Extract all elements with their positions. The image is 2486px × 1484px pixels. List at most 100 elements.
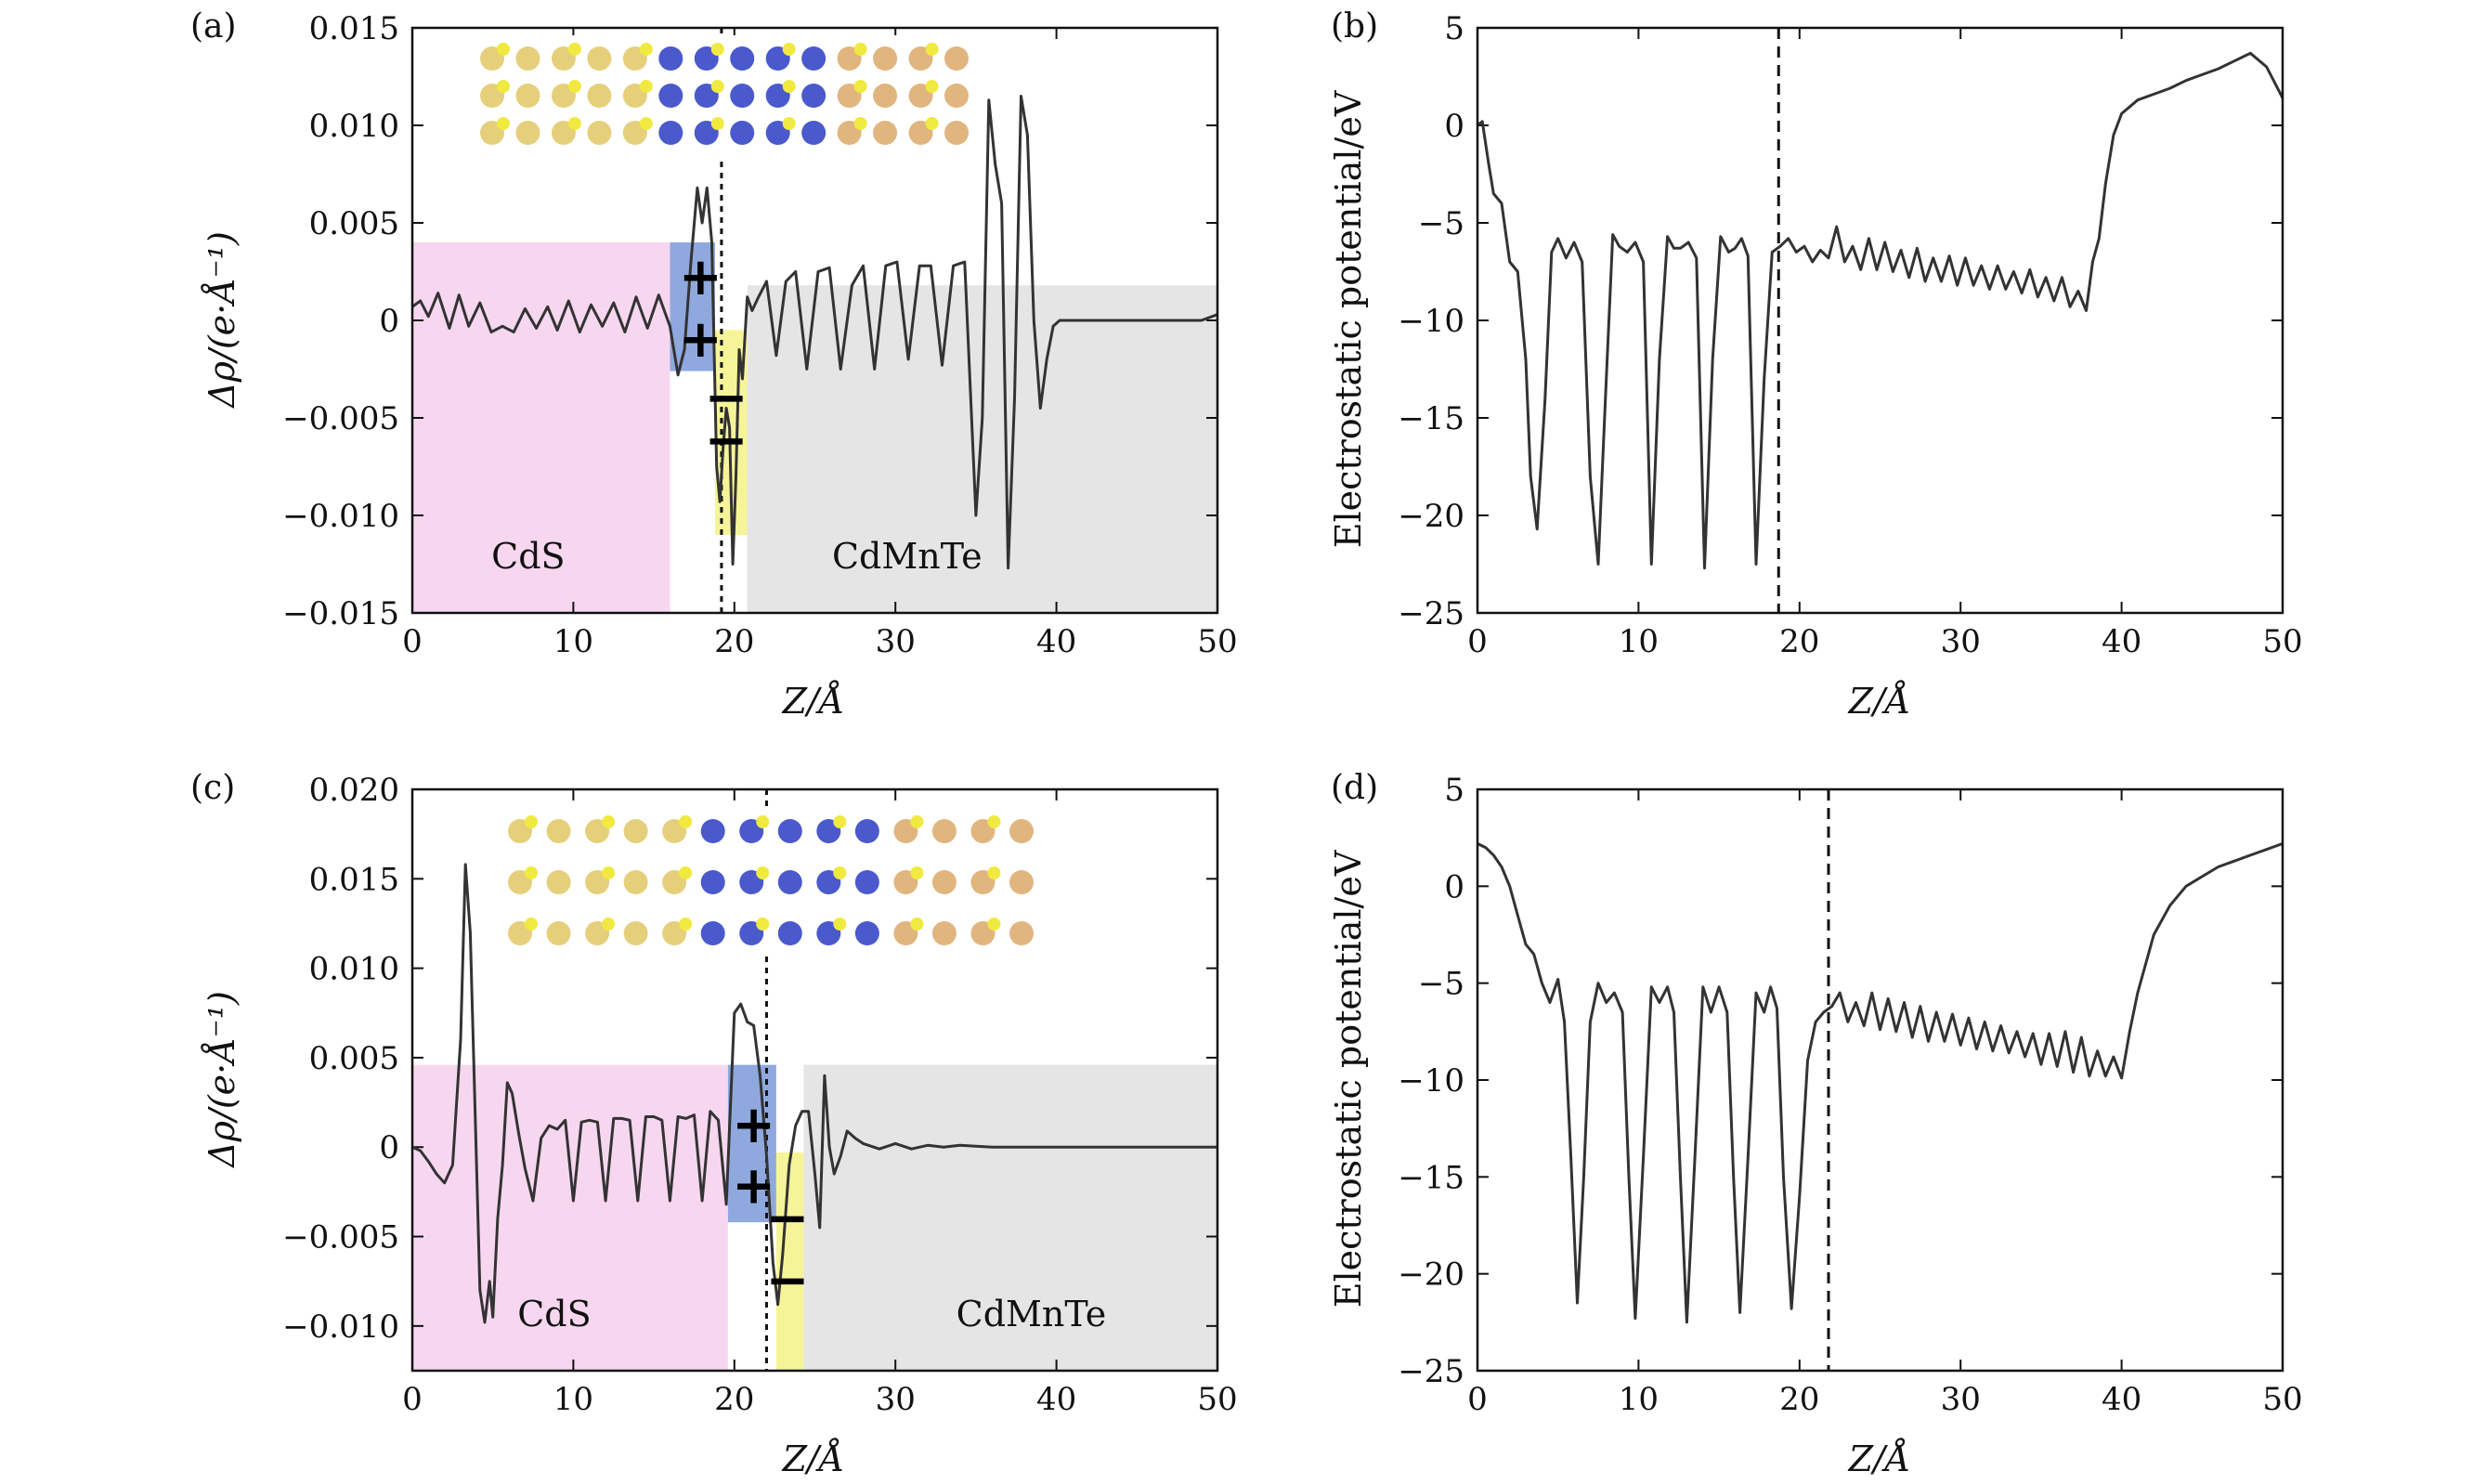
structure-atom [801, 46, 826, 71]
panel-d-xlabel: Z/Å [1848, 1438, 1911, 1479]
structure-atom [873, 121, 898, 145]
region-positive-a [670, 242, 715, 371]
structure-atom [730, 121, 755, 145]
structure-atom [587, 84, 612, 108]
y-tick-label-c: 0 [379, 1129, 399, 1166]
x-tick-label-b: 10 [1619, 623, 1659, 660]
x-tick-label-c: 0 [402, 1381, 423, 1418]
structure-atom [546, 819, 571, 843]
structure-atom [854, 921, 879, 945]
structure-atom [782, 43, 796, 56]
panel-c-xlabel: Z/Å [782, 1438, 845, 1479]
structure-atom [1009, 819, 1034, 843]
plot-frame-a [410, 26, 1219, 615]
y-tick-label-c: 0.020 [309, 772, 399, 809]
x-tick-label-d: 40 [2102, 1381, 2141, 1418]
x-tick-label-a: 10 [553, 623, 593, 660]
structure-atom [777, 819, 802, 843]
series-line-c [411, 863, 1217, 1324]
x-tick-label-d: 0 [1467, 1381, 1488, 1418]
structure-atom [546, 921, 571, 945]
region-cdmnte-a [747, 285, 1217, 613]
x-tick-label-a: 30 [876, 623, 916, 660]
structure-atom [639, 80, 653, 93]
plot-frame-b [1476, 26, 2284, 615]
structure-atom [873, 84, 898, 108]
x-tick-label-d: 50 [2262, 1381, 2302, 1418]
structure-atom [546, 870, 571, 894]
structure-atom [623, 870, 648, 894]
structure-atom [658, 121, 683, 145]
structure-atom [853, 80, 867, 93]
negative-charge-sign: − [705, 368, 748, 428]
region-cds-c [412, 1064, 728, 1371]
structure-atom [602, 815, 616, 828]
structure-atom [567, 117, 581, 130]
structure-atom [910, 815, 924, 828]
panel-a-xlabel: Z/Å [782, 681, 845, 722]
panel-c-label: (c) [190, 769, 235, 807]
x-tick-label-b: 50 [2262, 623, 2302, 660]
structure-atom [700, 819, 725, 843]
x-tick-label-c: 10 [553, 1381, 593, 1418]
structure-atom [944, 84, 969, 108]
y-tick-label-d: 0 [1444, 868, 1464, 905]
y-tick-label-d: 5 [1444, 772, 1464, 809]
structure-atom [497, 80, 510, 93]
structure-atom [658, 46, 683, 71]
panel-d-plot: 0 10 20 30 40 50 −25 −20 −15 −10 −5 0 5 [1398, 772, 2302, 1418]
structure-atom [987, 815, 1001, 828]
panel-b-xlabel: Z/Å [1848, 681, 1911, 722]
region-label-cds-a: CdS [491, 536, 565, 577]
structure-atom [730, 46, 755, 71]
series-line-d [1477, 841, 2284, 1324]
structure-atom [931, 819, 957, 843]
structure-atom [987, 866, 1001, 879]
x-tick-label-d: 10 [1619, 1381, 1659, 1418]
x-tick-label-b: 0 [1467, 623, 1488, 660]
structure-atom [679, 866, 693, 879]
structure-atom [525, 918, 538, 931]
structure-atom [925, 117, 939, 130]
y-tick-label-d: −20 [1398, 1256, 1464, 1294]
y-tick-label-b: −10 [1398, 303, 1464, 340]
structure-atom [873, 46, 898, 71]
y-tick-label-b: −25 [1398, 595, 1464, 632]
region-label-cdmnte-a: CdMnTe [832, 536, 983, 577]
panel-b-label: (b) [1331, 7, 1378, 46]
plot-frame-d [1476, 788, 2284, 1373]
x-tick-label-c: 50 [1197, 1381, 1237, 1418]
structure-atom [944, 121, 969, 145]
structure-atom [853, 43, 867, 56]
structure-atom [587, 121, 612, 145]
negative-charge-sign: − [705, 410, 748, 471]
structure-atom [801, 84, 826, 108]
structure-atom [515, 84, 540, 108]
structure-image-bg [492, 808, 1049, 957]
region-label-cds-c: CdS [517, 1294, 591, 1334]
structure-atom [525, 815, 538, 828]
structure-atom [931, 921, 957, 945]
y-tick-label-b: 5 [1444, 10, 1464, 47]
structure-atom [679, 918, 693, 931]
series-line-a [411, 95, 1218, 570]
structure-atom [623, 921, 648, 945]
panel-c-ylabel: Δρ/(e·Å⁻¹) [202, 991, 242, 1169]
structure-atom [853, 117, 867, 130]
x-tick-label-d: 20 [1779, 1381, 1819, 1418]
y-tick-label-c: −0.010 [282, 1308, 399, 1346]
structure-atom [710, 43, 724, 56]
structure-atom [756, 866, 770, 879]
structure-atom [756, 918, 770, 931]
y-tick-label-b: 0 [1444, 108, 1464, 145]
y-tick-label-d: −5 [1418, 966, 1464, 1003]
panel-a-structure-image [464, 35, 984, 156]
series-line-b [1477, 51, 2284, 570]
structure-atom [1009, 870, 1034, 894]
y-tick-label-c: 0.015 [309, 861, 399, 898]
y-tick-label-a: −0.005 [282, 400, 399, 437]
structure-atom [944, 46, 969, 71]
